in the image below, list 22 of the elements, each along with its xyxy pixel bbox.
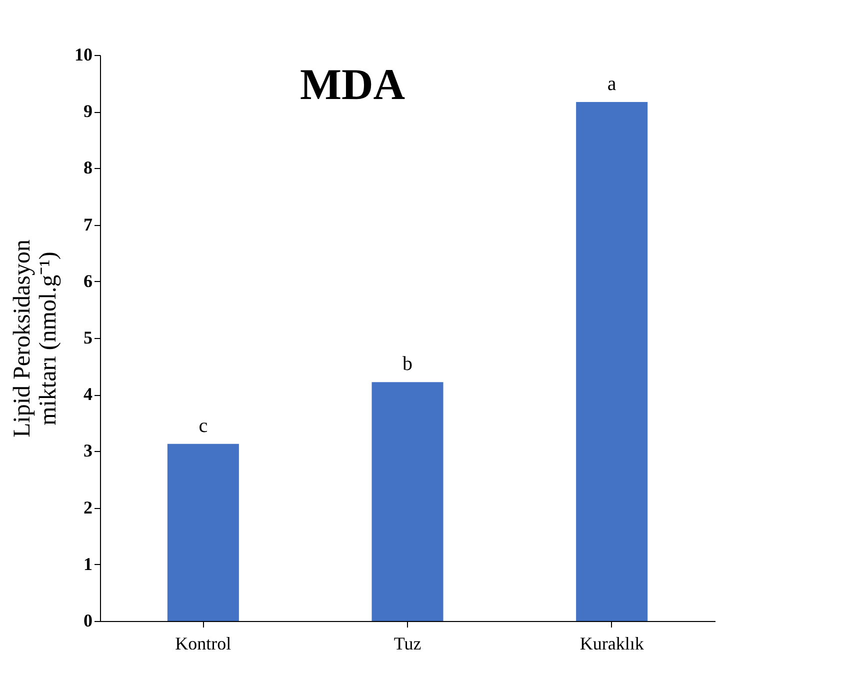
y-tick-label: 2 bbox=[84, 497, 92, 518]
annotation: a bbox=[607, 72, 616, 95]
x-tick-label: Kontrol bbox=[175, 634, 232, 654]
y-tick-label: 8 bbox=[84, 158, 92, 178]
y-tick-label: 1 bbox=[84, 554, 92, 574]
y-tick-label: 7 bbox=[84, 214, 92, 234]
x-tick-label: Kuraklık bbox=[580, 634, 644, 654]
y-tick-label: 6 bbox=[84, 270, 92, 291]
y-tick-label: 3 bbox=[84, 440, 92, 461]
bar bbox=[576, 102, 648, 621]
x-tick-label: Tuz bbox=[394, 634, 422, 654]
y-axis-title: Lipid Peroksidasyon miktarı (nmol.g⁻¹) bbox=[10, 240, 62, 438]
bar bbox=[167, 444, 239, 621]
annotation: b bbox=[402, 353, 412, 376]
y-tick-label: 4 bbox=[84, 384, 92, 404]
y-tick-label: 9 bbox=[84, 101, 92, 122]
y-tick-label: 0 bbox=[84, 610, 92, 630]
y-tick-label: 5 bbox=[84, 328, 92, 348]
chart-title: MDA bbox=[300, 60, 406, 109]
bar bbox=[372, 382, 444, 621]
annotation: c bbox=[198, 414, 208, 437]
y-tick-label: 10 bbox=[74, 44, 92, 64]
